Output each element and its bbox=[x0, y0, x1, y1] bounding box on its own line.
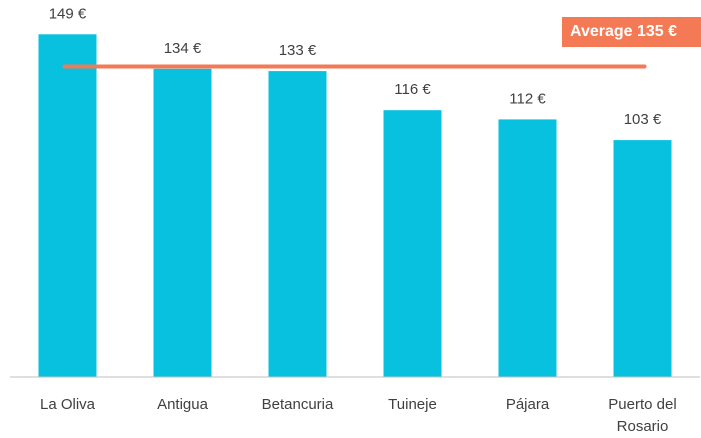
average-box bbox=[562, 17, 701, 47]
bar bbox=[153, 68, 212, 378]
value-label: 116 € bbox=[394, 81, 431, 98]
bar bbox=[498, 119, 557, 378]
value-label: 134 € bbox=[164, 40, 202, 57]
value-label: 133 € bbox=[279, 42, 317, 59]
value-label: 149 € bbox=[49, 5, 87, 22]
x-tick-label: Tuineje bbox=[388, 396, 437, 413]
x-tick-label: La Oliva bbox=[39, 396, 96, 413]
average-label: Average 135 € bbox=[570, 23, 677, 40]
value-label: 112 € bbox=[509, 90, 546, 107]
x-tick-label: Puerto del Rosario bbox=[608, 396, 677, 435]
bar bbox=[613, 140, 672, 377]
value-label: 103 € bbox=[624, 111, 662, 128]
bar bbox=[268, 71, 327, 377]
bar bbox=[38, 34, 97, 378]
bar bbox=[383, 110, 442, 377]
x-tick-label: Antigua bbox=[157, 396, 208, 413]
x-tick-label: Betancuria bbox=[261, 396, 334, 413]
x-tick-label: Pájara bbox=[505, 396, 550, 413]
